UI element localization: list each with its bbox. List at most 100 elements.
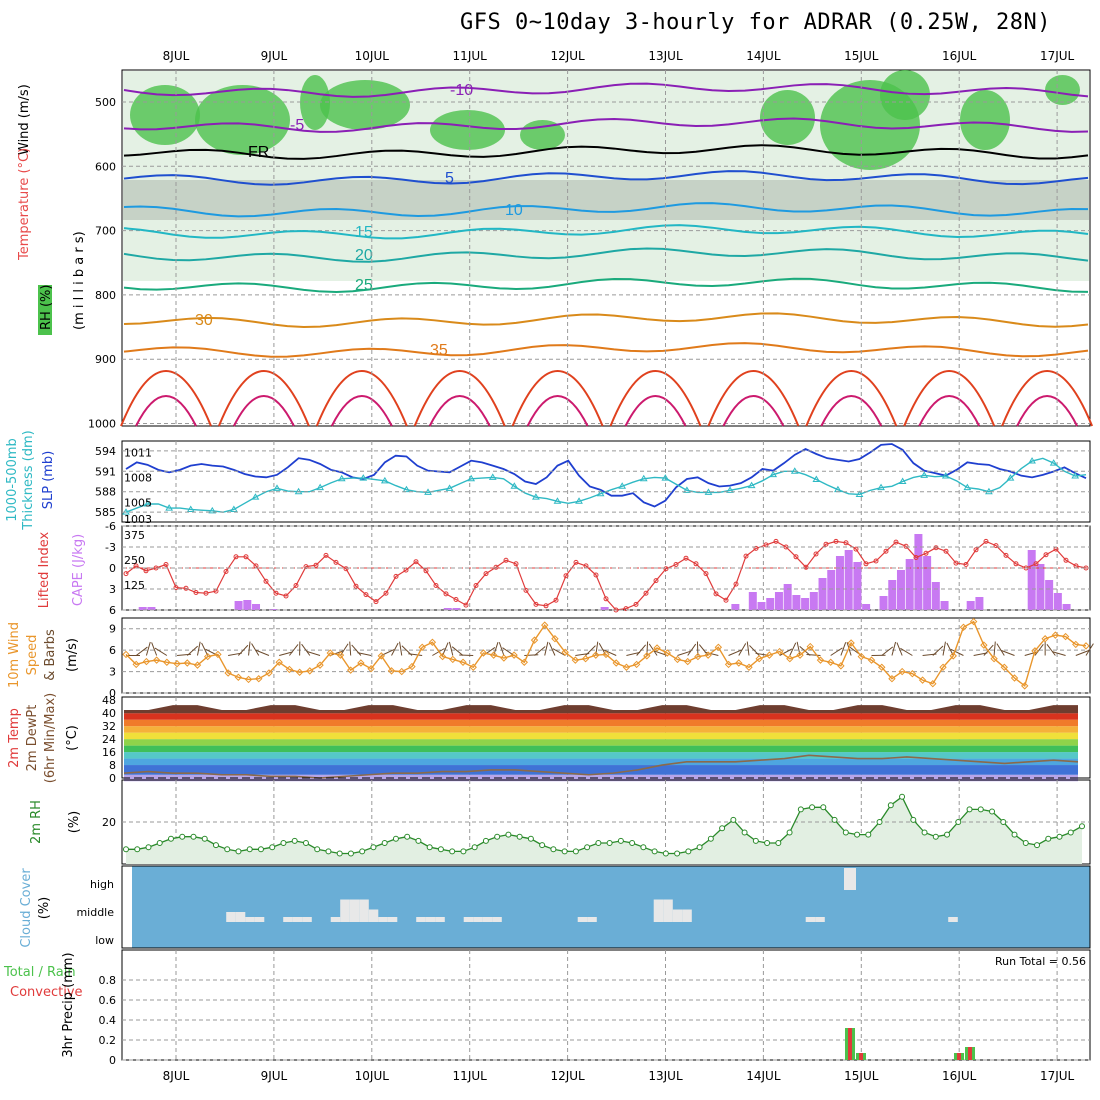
wind-speed-marker xyxy=(306,667,314,675)
rh-marker xyxy=(1034,842,1041,849)
cape-bar xyxy=(138,607,147,610)
thickness-marker xyxy=(661,474,670,481)
lifted-index-marker xyxy=(673,562,679,567)
lifted-index-marker xyxy=(1013,561,1019,567)
wind-barb xyxy=(237,644,249,656)
lifted-index-marker xyxy=(843,540,849,546)
thickness-marker xyxy=(273,484,281,491)
rh-marker xyxy=(899,793,906,800)
cape-bar xyxy=(827,570,836,610)
surface-heat-contour xyxy=(233,395,295,427)
cloud-middle-bar xyxy=(235,912,246,922)
slp-axis-label-group: SLP (mb) xyxy=(41,451,56,510)
slp-tick: 1005 xyxy=(124,496,152,509)
rh-marker xyxy=(246,846,253,853)
wind-barb xyxy=(595,641,599,656)
surface-heat-contour xyxy=(413,370,506,427)
wind-speed-marker xyxy=(285,665,294,674)
cloud-middle-bar xyxy=(226,912,236,922)
lifted-index-marker xyxy=(193,590,199,595)
wind-speed-marker xyxy=(571,656,580,664)
wind-barb xyxy=(251,643,260,656)
rh2m-axis-label-group: 2m RH xyxy=(29,800,44,844)
isotherm-contour xyxy=(123,342,1089,358)
cape-bar xyxy=(853,562,862,610)
wind-speed-marker xyxy=(980,641,988,649)
precip-convective-bar xyxy=(859,1053,863,1060)
run-total: Run Total = 0.56 xyxy=(995,955,1086,968)
date-label-bottom: 10JUL xyxy=(355,1069,390,1083)
wind-speed-marker xyxy=(326,649,334,657)
wind-speed-marker xyxy=(704,651,712,659)
thickness-marker xyxy=(747,481,756,489)
isotherm-label: 25 xyxy=(355,277,373,294)
wind-barb xyxy=(306,650,321,656)
isotherm-label: -5 xyxy=(290,117,304,134)
lifted-index-marker xyxy=(403,567,409,573)
temperature-color-band xyxy=(124,739,1078,746)
wind-speed-marker xyxy=(1082,642,1090,650)
rh-humid-blob xyxy=(430,110,505,150)
rh-marker xyxy=(1067,829,1074,836)
lifted-index-marker xyxy=(563,573,569,579)
wind-axis-label: Wind (m/s) xyxy=(17,84,32,155)
cape-bar xyxy=(792,595,801,610)
isotherm-label: 35 xyxy=(430,342,448,359)
wind-barb xyxy=(151,642,158,656)
thickness-tick: 594 xyxy=(95,445,116,458)
rh-marker xyxy=(854,831,861,838)
wind-speed-marker xyxy=(561,648,569,656)
wind-barb xyxy=(598,643,607,656)
rh-marker xyxy=(876,819,883,825)
rh-marker xyxy=(977,806,984,813)
thickness-marker xyxy=(488,473,497,480)
lifted-index-marker xyxy=(463,602,469,608)
wind-speed-marker xyxy=(735,659,743,667)
rh-marker xyxy=(797,806,804,813)
lifted-index-marker xyxy=(883,548,889,554)
lifted-index-marker xyxy=(393,573,399,579)
surface-heat-contour xyxy=(722,395,785,427)
wind-speed-marker xyxy=(541,621,549,629)
wind-barb xyxy=(1085,643,1094,656)
lifted-index-marker xyxy=(633,601,639,607)
li-tick: -3 xyxy=(105,541,116,554)
date-label-top: 17JUL xyxy=(1040,49,1075,63)
rh-marker xyxy=(123,846,129,853)
cloud-middle-bar xyxy=(349,899,360,922)
date-label-top: 13JUL xyxy=(648,49,683,63)
slp-line xyxy=(125,443,1087,508)
rh-marker xyxy=(190,833,197,840)
cape-bar xyxy=(835,556,844,610)
wind-barb xyxy=(442,642,449,656)
rh-marker xyxy=(269,844,276,851)
rh-marker xyxy=(280,840,287,846)
wind-barb xyxy=(391,642,399,656)
wind10-barbs-label: & Barbs xyxy=(43,629,58,681)
cloud-middle-bar xyxy=(682,909,692,922)
cape-bar xyxy=(766,598,775,610)
temp-units-label: (°C) xyxy=(65,725,80,751)
lifted-index-marker xyxy=(233,554,239,560)
lifted-index-marker xyxy=(283,593,289,599)
upper-axis-labels: Wind (m/s)Temperature (°C) RH (%) (m i l l… xyxy=(17,84,87,330)
thickness-marker xyxy=(316,483,325,491)
li-tick: 3 xyxy=(109,583,116,596)
rh-axis-label: RH (%) xyxy=(39,285,54,330)
wind-barb xyxy=(636,644,647,656)
wind-speed-marker xyxy=(244,675,253,684)
wind-barb xyxy=(448,641,454,656)
thickness-marker xyxy=(1028,457,1036,464)
lifted-index-marker xyxy=(353,583,359,589)
thickness-marker xyxy=(941,472,950,479)
wind-barb xyxy=(840,642,847,656)
wind-speed-marker xyxy=(193,661,202,669)
lifted-index-marker xyxy=(553,597,559,603)
cape-bar xyxy=(269,609,278,610)
wind-speed-marker xyxy=(867,656,876,664)
rh-marker xyxy=(685,848,692,855)
rh-marker xyxy=(224,846,231,853)
cape-bar xyxy=(801,598,810,610)
lifted-index-marker xyxy=(863,561,869,567)
